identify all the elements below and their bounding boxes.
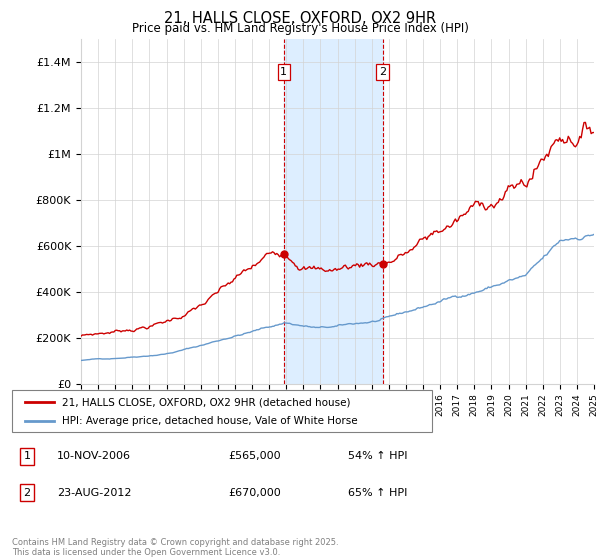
Text: HPI: Average price, detached house, Vale of White Horse: HPI: Average price, detached house, Vale… (62, 416, 358, 426)
Text: 10-NOV-2006: 10-NOV-2006 (57, 451, 131, 461)
Text: £565,000: £565,000 (228, 451, 281, 461)
Text: 65% ↑ HPI: 65% ↑ HPI (348, 488, 407, 498)
Text: 54% ↑ HPI: 54% ↑ HPI (348, 451, 407, 461)
Text: 1: 1 (280, 67, 287, 77)
Bar (284, 39, 383, 384)
Text: £670,000: £670,000 (228, 488, 281, 498)
Text: Contains HM Land Registry data © Crown copyright and database right 2025.
This d: Contains HM Land Registry data © Crown c… (12, 538, 338, 557)
Text: 21, HALLS CLOSE, OXFORD, OX2 9HR (detached house): 21, HALLS CLOSE, OXFORD, OX2 9HR (detach… (62, 397, 351, 407)
Text: 2: 2 (379, 67, 386, 77)
Text: 23-AUG-2012: 23-AUG-2012 (57, 488, 131, 498)
Text: 1: 1 (23, 451, 31, 461)
FancyBboxPatch shape (12, 390, 432, 432)
Text: 21, HALLS CLOSE, OXFORD, OX2 9HR: 21, HALLS CLOSE, OXFORD, OX2 9HR (164, 11, 436, 26)
Text: 2: 2 (23, 488, 31, 498)
Text: Price paid vs. HM Land Registry's House Price Index (HPI): Price paid vs. HM Land Registry's House … (131, 22, 469, 35)
